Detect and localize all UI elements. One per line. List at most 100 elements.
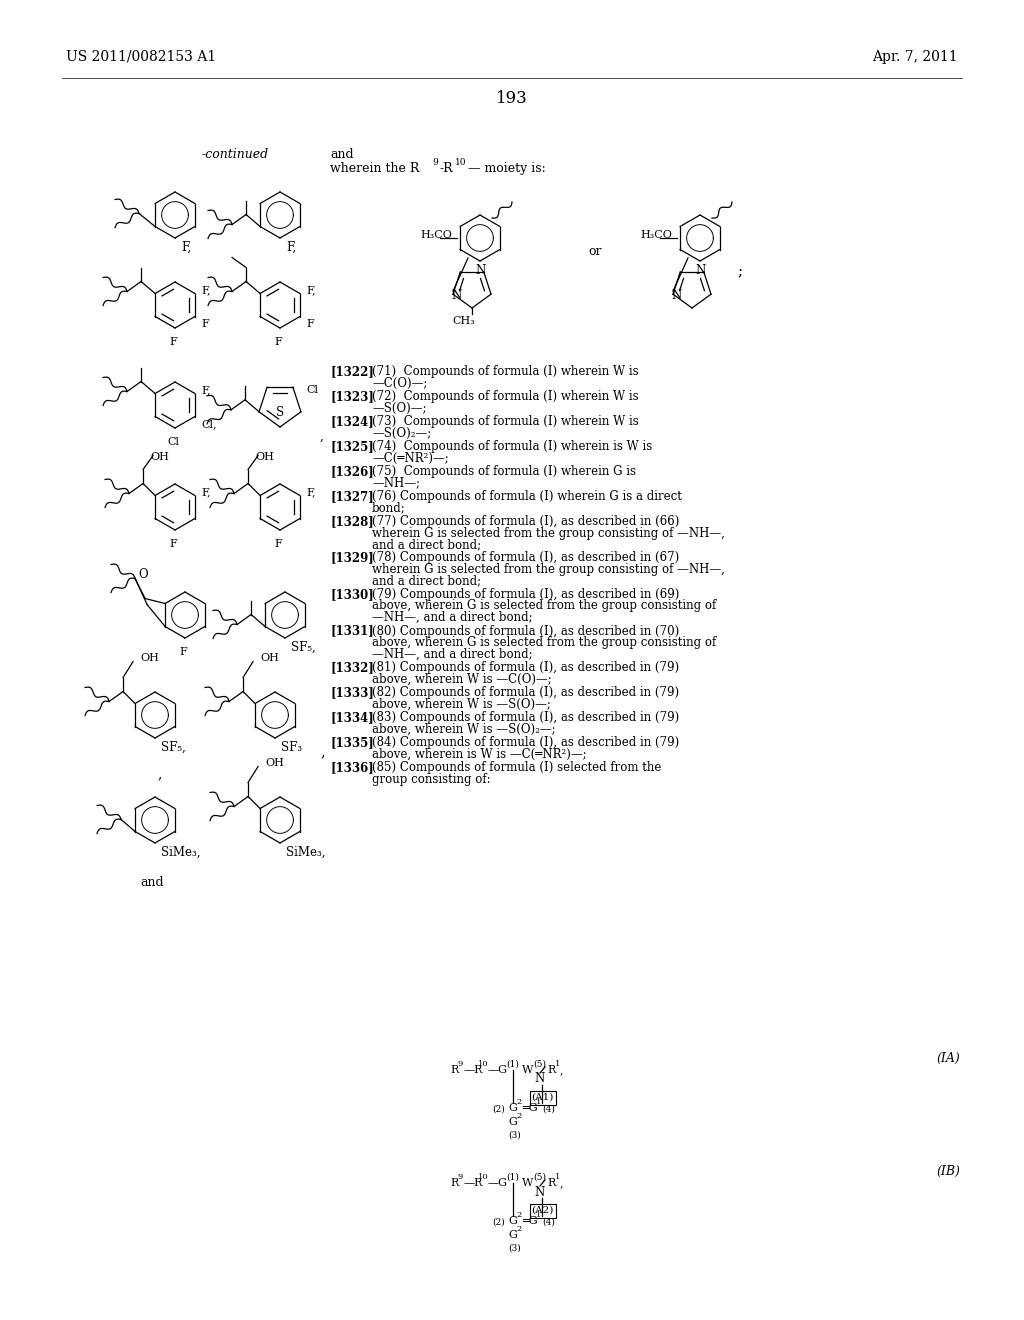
Text: 2: 2 — [516, 1210, 521, 1218]
Text: Cl: Cl — [306, 385, 318, 395]
Text: —S(O)₂—;: —S(O)₂—; — [372, 426, 431, 440]
Bar — [530, 1092, 556, 1105]
Text: (5): (5) — [534, 1173, 546, 1181]
Text: [1335]: [1335] — [330, 737, 374, 748]
Text: ═G: ═G — [522, 1216, 538, 1226]
Text: W: W — [522, 1065, 534, 1074]
Text: SiMe₃,: SiMe₃, — [286, 846, 326, 859]
Text: [1323]: [1323] — [330, 389, 374, 403]
Text: (77) Compounds of formula (I), as described in (66): (77) Compounds of formula (I), as descri… — [372, 515, 679, 528]
Text: and: and — [140, 876, 164, 888]
Text: OH: OH — [151, 451, 169, 462]
Text: 193: 193 — [496, 90, 528, 107]
Text: 1: 1 — [536, 1210, 542, 1218]
Text: F: F — [201, 319, 209, 329]
Text: Apr. 7, 2011: Apr. 7, 2011 — [872, 50, 958, 63]
Text: (1): (1) — [506, 1060, 519, 1069]
Text: —C(O)—;: —C(O)—; — [372, 376, 427, 389]
Text: (72)  Compounds of formula (I) wherein W is: (72) Compounds of formula (I) wherein W … — [372, 389, 639, 403]
Text: 10: 10 — [478, 1060, 488, 1068]
Text: group consisting of:: group consisting of: — [372, 772, 490, 785]
Text: [1332]: [1332] — [330, 661, 374, 675]
Text: (80) Compounds of formula (I), as described in (70): (80) Compounds of formula (I), as descri… — [372, 624, 679, 638]
Text: F: F — [169, 539, 177, 549]
Text: SiMe₃,: SiMe₃, — [161, 846, 201, 859]
Text: F,: F, — [201, 285, 211, 294]
Text: (4): (4) — [542, 1105, 555, 1114]
Text: N: N — [451, 289, 461, 302]
Text: 9: 9 — [432, 158, 437, 168]
Text: (IB): (IB) — [936, 1166, 961, 1177]
Text: above, wherein W is —C(O)—;: above, wherein W is —C(O)—; — [372, 672, 552, 685]
Text: G: G — [508, 1216, 517, 1226]
Text: R: R — [547, 1065, 555, 1074]
Text: F,: F, — [306, 487, 315, 498]
Text: [1322]: [1322] — [330, 366, 374, 378]
Text: above, wherein is W is —C(═NR²)—;: above, wherein is W is —C(═NR²)—; — [372, 747, 587, 760]
Text: ═G: ═G — [522, 1104, 538, 1113]
Text: 2: 2 — [516, 1098, 521, 1106]
Text: bond;: bond; — [372, 502, 406, 515]
Text: SF₃: SF₃ — [281, 741, 302, 754]
Text: F: F — [306, 319, 313, 329]
Text: —C(═NR²)—;: —C(═NR²)—; — [372, 451, 449, 465]
Text: (82) Compounds of formula (I), as described in (79): (82) Compounds of formula (I), as descri… — [372, 686, 679, 700]
Text: OH: OH — [265, 758, 285, 768]
Text: ,: , — [319, 430, 324, 444]
Text: (76) Compounds of formula (I) wherein G is a direct: (76) Compounds of formula (I) wherein G … — [372, 490, 682, 503]
Text: Cl: Cl — [167, 437, 179, 447]
Text: above, wherein W is —S(O)₂—;: above, wherein W is —S(O)₂—; — [372, 722, 556, 735]
Text: N: N — [535, 1185, 545, 1199]
Text: Cl,: Cl, — [201, 418, 216, 429]
Text: (84) Compounds of formula (I), as described in (79): (84) Compounds of formula (I), as descri… — [372, 737, 679, 748]
Text: [1336]: [1336] — [330, 762, 374, 774]
Text: above, wherein W is —S(O)—;: above, wherein W is —S(O)—; — [372, 697, 551, 710]
Text: R: R — [450, 1065, 459, 1074]
Text: 2: 2 — [516, 1225, 521, 1233]
Text: SF₅,: SF₅, — [161, 741, 185, 754]
Text: [1333]: [1333] — [330, 686, 374, 700]
Text: (1): (1) — [506, 1173, 519, 1181]
Text: F: F — [274, 539, 282, 549]
Text: (73)  Compounds of formula (I) wherein W is: (73) Compounds of formula (I) wherein W … — [372, 414, 639, 428]
Text: 2: 2 — [516, 1111, 521, 1119]
Text: [1328]: [1328] — [330, 515, 374, 528]
Text: F: F — [274, 337, 282, 347]
Text: CH₃: CH₃ — [453, 315, 475, 326]
Text: F: F — [179, 647, 186, 657]
Text: N: N — [535, 1072, 545, 1085]
Text: ,: , — [319, 744, 325, 759]
Text: (85) Compounds of formula (I) selected from the: (85) Compounds of formula (I) selected f… — [372, 762, 662, 774]
Text: -R: -R — [439, 162, 453, 176]
Text: OH: OH — [260, 653, 280, 663]
Text: R: R — [450, 1177, 459, 1188]
Text: (71)  Compounds of formula (I) wherein W is: (71) Compounds of formula (I) wherein W … — [372, 366, 639, 378]
Text: (79) Compounds of formula (I), as described in (69): (79) Compounds of formula (I), as descri… — [372, 587, 679, 601]
Text: S: S — [275, 407, 284, 420]
Text: wherein G is selected from the group consisting of —NH—,: wherein G is selected from the group con… — [372, 564, 725, 576]
Text: [1334]: [1334] — [330, 711, 374, 723]
Text: (3): (3) — [508, 1131, 521, 1140]
Text: F,: F, — [306, 285, 315, 294]
Text: 1: 1 — [555, 1173, 560, 1181]
Text: F,: F, — [181, 242, 191, 253]
Text: (78) Compounds of formula (I), as described in (67): (78) Compounds of formula (I), as descri… — [372, 552, 679, 565]
Text: (75)  Compounds of formula (I) wherein G is: (75) Compounds of formula (I) wherein G … — [372, 465, 636, 478]
Text: ,: , — [560, 1065, 563, 1074]
Text: F: F — [169, 337, 177, 347]
Text: H₃CO: H₃CO — [640, 230, 672, 240]
Text: US 2011/0082153 A1: US 2011/0082153 A1 — [66, 50, 216, 63]
Text: N: N — [476, 264, 486, 277]
Text: [1330]: [1330] — [330, 587, 374, 601]
Text: N: N — [695, 264, 706, 277]
Text: —R: —R — [464, 1177, 483, 1188]
Text: —NH—, and a direct bond;: —NH—, and a direct bond; — [372, 648, 532, 660]
Text: or: or — [588, 246, 601, 257]
Text: F,: F, — [201, 487, 211, 498]
Text: and a direct bond;: and a direct bond; — [372, 539, 481, 550]
Text: (4): (4) — [542, 1218, 555, 1228]
Text: R: R — [547, 1177, 555, 1188]
Text: [1331]: [1331] — [330, 624, 374, 638]
Text: 1: 1 — [555, 1060, 560, 1068]
Text: — moiety is:: — moiety is: — [468, 162, 546, 176]
